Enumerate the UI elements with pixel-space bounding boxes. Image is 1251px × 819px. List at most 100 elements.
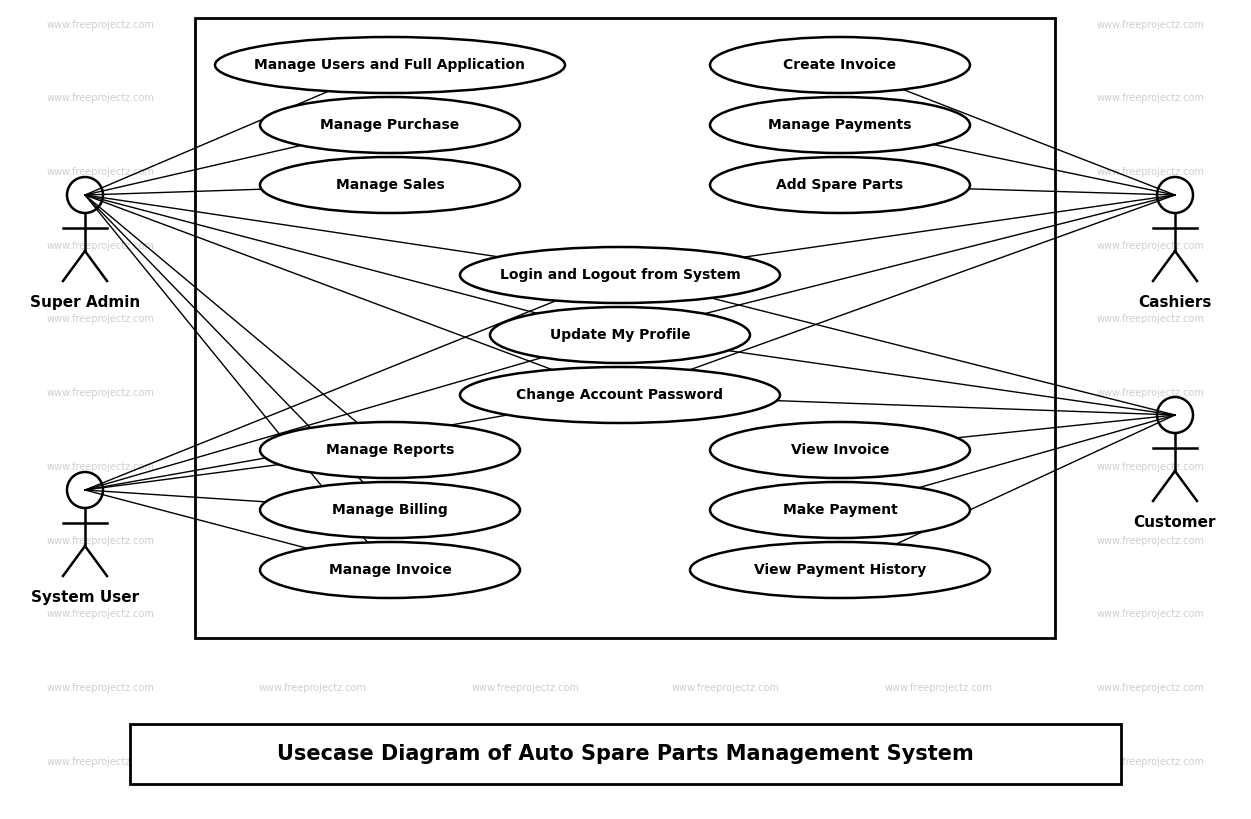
Text: www.freeprojectz.com: www.freeprojectz.com: [46, 683, 154, 693]
Ellipse shape: [460, 247, 781, 303]
Ellipse shape: [260, 542, 520, 598]
Ellipse shape: [260, 157, 520, 213]
Text: www.freeprojectz.com: www.freeprojectz.com: [46, 388, 154, 398]
Text: www.freeprojectz.com: www.freeprojectz.com: [472, 388, 579, 398]
Text: www.freeprojectz.com: www.freeprojectz.com: [259, 314, 367, 324]
Text: www.freeprojectz.com: www.freeprojectz.com: [259, 536, 367, 545]
Ellipse shape: [215, 37, 565, 93]
Text: Manage Sales: Manage Sales: [335, 178, 444, 192]
Ellipse shape: [711, 97, 970, 153]
Text: www.freeprojectz.com: www.freeprojectz.com: [472, 314, 579, 324]
Text: www.freeprojectz.com: www.freeprojectz.com: [1097, 93, 1205, 103]
Ellipse shape: [260, 97, 520, 153]
Text: Usecase Diagram of Auto Spare Parts Management System: Usecase Diagram of Auto Spare Parts Mana…: [278, 744, 973, 764]
Text: www.freeprojectz.com: www.freeprojectz.com: [46, 314, 154, 324]
Text: www.freeprojectz.com: www.freeprojectz.com: [672, 683, 779, 693]
Text: www.freeprojectz.com: www.freeprojectz.com: [46, 462, 154, 472]
Text: www.freeprojectz.com: www.freeprojectz.com: [672, 241, 779, 251]
Text: www.freeprojectz.com: www.freeprojectz.com: [672, 93, 779, 103]
Text: www.freeprojectz.com: www.freeprojectz.com: [1097, 314, 1205, 324]
Bar: [195, 18, 1055, 638]
Text: Manage Billing: Manage Billing: [332, 503, 448, 517]
Text: Login and Logout from System: Login and Logout from System: [499, 268, 741, 282]
Text: www.freeprojectz.com: www.freeprojectz.com: [472, 757, 579, 767]
Text: www.freeprojectz.com: www.freeprojectz.com: [46, 536, 154, 545]
Text: www.freeprojectz.com: www.freeprojectz.com: [472, 683, 579, 693]
Ellipse shape: [711, 482, 970, 538]
Text: Create Invoice: Create Invoice: [783, 58, 897, 72]
Ellipse shape: [711, 422, 970, 478]
Text: www.freeprojectz.com: www.freeprojectz.com: [1097, 20, 1205, 29]
Text: www.freeprojectz.com: www.freeprojectz.com: [884, 167, 992, 177]
Text: www.freeprojectz.com: www.freeprojectz.com: [259, 93, 367, 103]
Text: System User: System User: [31, 590, 139, 605]
Text: www.freeprojectz.com: www.freeprojectz.com: [1097, 388, 1205, 398]
Text: www.freeprojectz.com: www.freeprojectz.com: [1097, 683, 1205, 693]
Text: www.freeprojectz.com: www.freeprojectz.com: [46, 241, 154, 251]
Text: www.freeprojectz.com: www.freeprojectz.com: [884, 462, 992, 472]
Text: www.freeprojectz.com: www.freeprojectz.com: [259, 462, 367, 472]
Text: www.freeprojectz.com: www.freeprojectz.com: [46, 93, 154, 103]
Text: www.freeprojectz.com: www.freeprojectz.com: [259, 757, 367, 767]
Text: www.freeprojectz.com: www.freeprojectz.com: [1097, 167, 1205, 177]
Text: Cashiers: Cashiers: [1138, 295, 1212, 310]
Text: www.freeprojectz.com: www.freeprojectz.com: [1097, 757, 1205, 767]
Text: View Payment History: View Payment History: [754, 563, 926, 577]
Text: Manage Invoice: Manage Invoice: [329, 563, 452, 577]
Text: www.freeprojectz.com: www.freeprojectz.com: [472, 462, 579, 472]
Ellipse shape: [691, 542, 990, 598]
Text: www.freeprojectz.com: www.freeprojectz.com: [884, 241, 992, 251]
Text: Manage Payments: Manage Payments: [768, 118, 912, 132]
Text: www.freeprojectz.com: www.freeprojectz.com: [672, 20, 779, 29]
Text: www.freeprojectz.com: www.freeprojectz.com: [472, 20, 579, 29]
Ellipse shape: [460, 367, 781, 423]
Text: www.freeprojectz.com: www.freeprojectz.com: [884, 683, 992, 693]
Text: www.freeprojectz.com: www.freeprojectz.com: [672, 167, 779, 177]
Text: www.freeprojectz.com: www.freeprojectz.com: [1097, 609, 1205, 619]
Text: www.freeprojectz.com: www.freeprojectz.com: [672, 462, 779, 472]
Text: www.freeprojectz.com: www.freeprojectz.com: [472, 241, 579, 251]
Bar: [130, 724, 1121, 784]
Text: Customer: Customer: [1133, 515, 1216, 530]
Text: www.freeprojectz.com: www.freeprojectz.com: [1097, 241, 1205, 251]
Text: Super Admin: Super Admin: [30, 295, 140, 310]
Text: Make Payment: Make Payment: [783, 503, 897, 517]
Text: www.freeprojectz.com: www.freeprojectz.com: [259, 388, 367, 398]
Ellipse shape: [260, 482, 520, 538]
Text: www.freeprojectz.com: www.freeprojectz.com: [472, 536, 579, 545]
Text: www.freeprojectz.com: www.freeprojectz.com: [672, 609, 779, 619]
Text: www.freeprojectz.com: www.freeprojectz.com: [46, 609, 154, 619]
Text: www.freeprojectz.com: www.freeprojectz.com: [472, 93, 579, 103]
Text: Add Spare Parts: Add Spare Parts: [777, 178, 903, 192]
Text: www.freeprojectz.com: www.freeprojectz.com: [884, 93, 992, 103]
Text: www.freeprojectz.com: www.freeprojectz.com: [672, 757, 779, 767]
Text: www.freeprojectz.com: www.freeprojectz.com: [884, 609, 992, 619]
Text: www.freeprojectz.com: www.freeprojectz.com: [46, 20, 154, 29]
Ellipse shape: [711, 157, 970, 213]
Text: www.freeprojectz.com: www.freeprojectz.com: [259, 683, 367, 693]
Ellipse shape: [490, 307, 751, 363]
Ellipse shape: [711, 37, 970, 93]
Text: www.freeprojectz.com: www.freeprojectz.com: [672, 314, 779, 324]
Text: Manage Reports: Manage Reports: [325, 443, 454, 457]
Text: www.freeprojectz.com: www.freeprojectz.com: [672, 388, 779, 398]
Text: www.freeprojectz.com: www.freeprojectz.com: [884, 536, 992, 545]
Text: www.freeprojectz.com: www.freeprojectz.com: [259, 167, 367, 177]
Text: www.freeprojectz.com: www.freeprojectz.com: [884, 388, 992, 398]
Text: www.freeprojectz.com: www.freeprojectz.com: [472, 609, 579, 619]
Text: www.freeprojectz.com: www.freeprojectz.com: [672, 536, 779, 545]
Text: www.freeprojectz.com: www.freeprojectz.com: [46, 167, 154, 177]
Text: Manage Purchase: Manage Purchase: [320, 118, 459, 132]
Text: www.freeprojectz.com: www.freeprojectz.com: [46, 757, 154, 767]
Text: www.freeprojectz.com: www.freeprojectz.com: [884, 314, 992, 324]
Text: www.freeprojectz.com: www.freeprojectz.com: [884, 20, 992, 29]
Text: www.freeprojectz.com: www.freeprojectz.com: [1097, 462, 1205, 472]
Text: Manage Users and Full Application: Manage Users and Full Application: [254, 58, 525, 72]
Text: Change Account Password: Change Account Password: [517, 388, 723, 402]
Text: www.freeprojectz.com: www.freeprojectz.com: [259, 241, 367, 251]
Ellipse shape: [260, 422, 520, 478]
Text: www.freeprojectz.com: www.freeprojectz.com: [1097, 536, 1205, 545]
Text: Update My Profile: Update My Profile: [549, 328, 691, 342]
Text: View Invoice: View Invoice: [791, 443, 889, 457]
Text: www.freeprojectz.com: www.freeprojectz.com: [472, 167, 579, 177]
